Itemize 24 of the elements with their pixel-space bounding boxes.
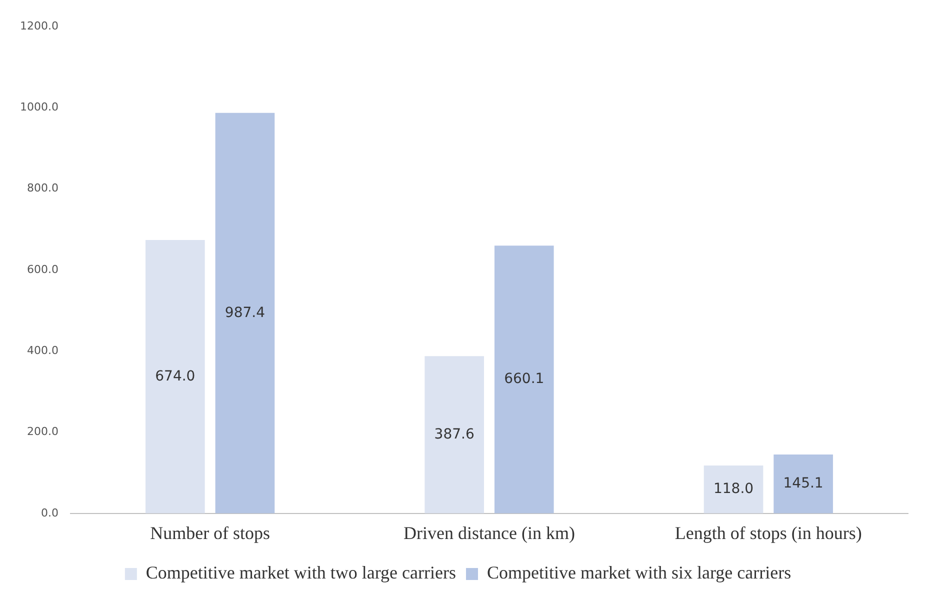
data-label: 145.1 bbox=[783, 476, 824, 492]
y-tick-label: 600.0 bbox=[26, 262, 58, 276]
legend-label: Competitive market with six large carriers bbox=[486, 562, 792, 583]
x-tick-label: Number of stops bbox=[150, 522, 270, 543]
y-tick-label: 200.0 bbox=[26, 425, 58, 438]
y-tick-label: 800.0 bbox=[26, 182, 58, 195]
x-tick-label: Length of stops (in hours) bbox=[674, 522, 862, 543]
bar bbox=[494, 246, 554, 514]
y-tick-label: 1200.0 bbox=[20, 19, 58, 32]
bar bbox=[146, 240, 205, 514]
data-label: 674.0 bbox=[155, 368, 196, 384]
data-label: 660.1 bbox=[504, 371, 544, 388]
bar bbox=[424, 356, 484, 514]
bar bbox=[704, 466, 764, 514]
data-label: 387.6 bbox=[434, 426, 474, 442]
y-tick-label: 400.0 bbox=[26, 344, 58, 357]
bar bbox=[215, 112, 275, 514]
y-tick-label: 0.0 bbox=[40, 506, 58, 520]
data-label: 987.4 bbox=[224, 304, 266, 321]
x-tick-label: Driven distance (in km) bbox=[404, 522, 575, 543]
legend-label: Competitive market with two large carriers bbox=[146, 562, 456, 583]
data-label: 118.0 bbox=[713, 481, 754, 498]
bar bbox=[774, 454, 833, 514]
y-tick-label: 1000.0 bbox=[20, 100, 58, 114]
